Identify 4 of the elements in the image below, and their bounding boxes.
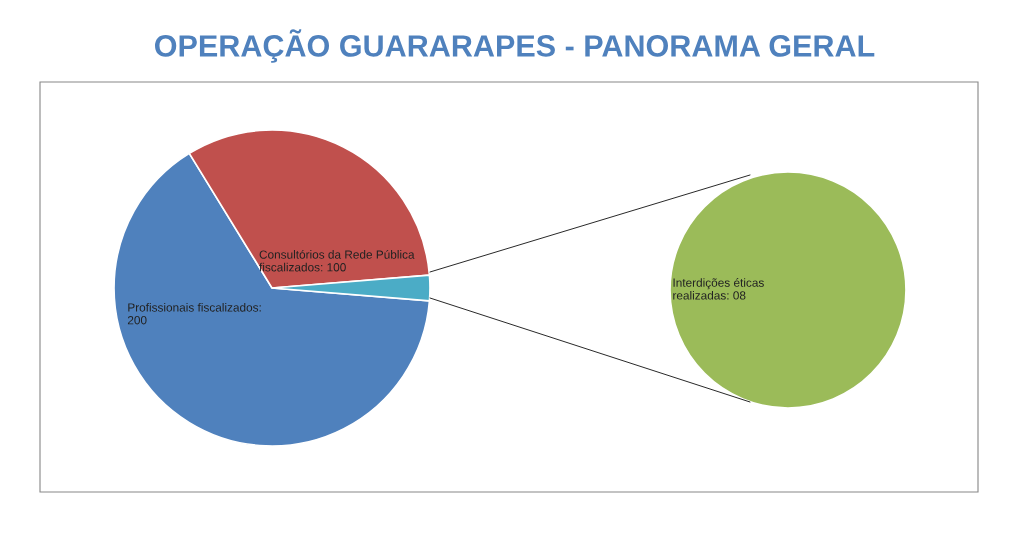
slice-label: Interdições éticas realizadas: 08: [673, 278, 764, 300]
slice-label: Profissionais fiscalizados: 200: [127, 303, 261, 325]
slice-label: Consultórios da Rede Pública fiscalizados: 100: [259, 249, 415, 272]
text: OPERAÇÃO GUARARAPES - PANORAMA GERAL: [155, 29, 875, 63]
